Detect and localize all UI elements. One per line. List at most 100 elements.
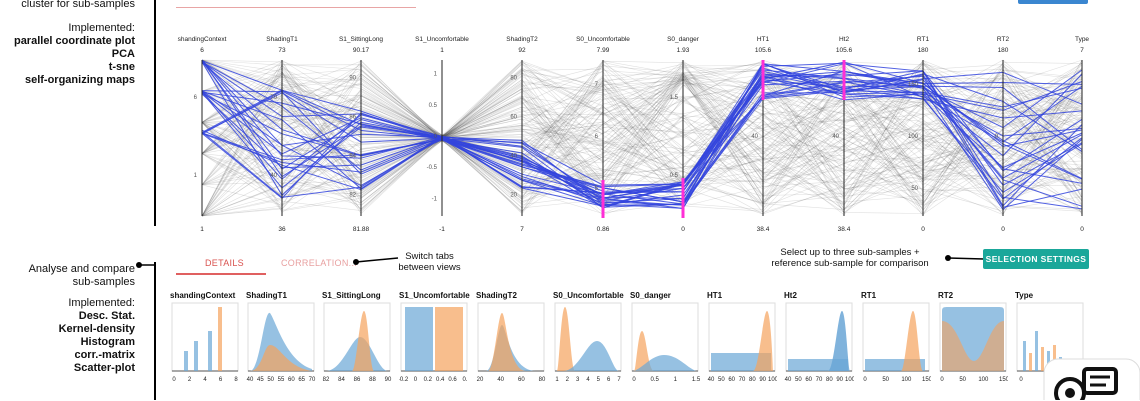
axis-max: 180 — [998, 47, 1009, 54]
density-tick: 0.2 — [424, 377, 433, 383]
density-card-title: RT1 — [861, 291, 877, 300]
axis-9[interactable]: RT1 180 0 150 100 50 — [908, 36, 929, 233]
density-tick: 7 — [617, 377, 621, 383]
density-card[interactable]: RT1 0 50 100 150 — [861, 291, 931, 401]
axis-min: 0 — [681, 226, 685, 233]
tab-correlation[interactable]: CORRELATION... — [281, 258, 358, 268]
density-tick: 2 — [566, 377, 570, 383]
density-card[interactable]: ShadingT2 20 40 60 80 — [476, 291, 546, 401]
density-tick: 40 — [785, 377, 792, 383]
density-card-title: S0_Uncomfortable — [553, 291, 624, 300]
density-tick: 60 — [728, 377, 735, 383]
density-card[interactable]: S1_SittingLong 82 84 86 88 90 — [322, 291, 392, 401]
density-card-title: ShadingT2 — [476, 291, 517, 300]
axis-tick: 90 — [349, 76, 356, 82]
density-tick: 82 — [323, 377, 330, 383]
brush-selection[interactable] — [601, 180, 605, 218]
density-tick: 1.5 — [692, 377, 700, 383]
density-card[interactable]: S1_Uncomfortable -0.2 0 0.20.40.6 0. — [399, 291, 470, 401]
axis-2[interactable]: S1_SittingLong 90.17 81.88 90 86 84 82 — [339, 36, 383, 233]
analyse-line2: sub-samples — [72, 276, 135, 288]
top-tab-underline — [176, 7, 416, 8]
density-card[interactable]: S0_Uncomfortable 1 2 3 4 5 6 7 — [553, 291, 624, 401]
density-plot: 20 40 60 80 — [477, 302, 546, 383]
density-tick: 90 — [385, 377, 392, 383]
axis-3[interactable]: S1_Uncomfortable 1 -1 1 0.5 0 -0.5 -1 — [415, 36, 469, 233]
density-card[interactable]: HT1 40 50 60 70 80 90 100 — [707, 291, 777, 401]
density-tick: 100 — [901, 377, 912, 383]
methods-list-top: parallel coordinate plot PCA t-sne self-… — [10, 35, 135, 87]
density-tick: 50 — [267, 377, 274, 383]
density-card-title: HT1 — [707, 291, 723, 300]
axis-min: 0.86 — [597, 226, 610, 233]
axis-4[interactable]: ShadingT2 92 7 80 60 40 20 — [506, 36, 538, 233]
density-card[interactable]: shandingContext 0 2 4 6 8 — [170, 291, 240, 401]
density-card[interactable]: ShadingT1 40 45 50 55 60 65 70 — [246, 291, 316, 401]
density-card[interactable]: Ht2 40 50 60 70 80 90 100 — [784, 291, 854, 401]
density-tick: 55 — [278, 377, 285, 383]
density-card-title: S1_SittingLong — [322, 291, 381, 300]
axis-min: 38.4 — [757, 226, 770, 233]
density-tick: 6 — [219, 377, 223, 383]
density-tick: 40 — [708, 377, 715, 383]
axis-max: 73 — [278, 47, 286, 54]
axis-tick: 84 — [349, 154, 356, 160]
select-note-line2: reference sub-sample for comparison — [771, 258, 929, 269]
axis-name: RT2 — [997, 36, 1010, 43]
axis-1[interactable]: ShadingT1 73 36 70 40 — [266, 36, 298, 233]
axis-tick: -1 — [432, 196, 438, 202]
method-tsne: t-sne — [108, 61, 135, 73]
axis-min: 0 — [1080, 226, 1084, 233]
axis-min: 0 — [921, 226, 925, 233]
density-card-title: S0_danger — [630, 291, 671, 300]
density-tick: 50 — [959, 377, 966, 383]
axis-0[interactable]: shandingContext 6 1 6 1 — [178, 36, 227, 233]
axis-max: 105.6 — [836, 47, 853, 54]
tab-details[interactable]: DETAILS — [205, 258, 244, 268]
axis-name: shandingContext — [178, 36, 227, 43]
density-plot: 40 50 60 70 80 90 100 — [708, 302, 777, 383]
density-card-title: Ht2 — [784, 291, 797, 300]
axis-11[interactable]: Type 7 0 — [1075, 36, 1089, 233]
axis-name: ShadingT1 — [266, 36, 298, 43]
axis-tick: 100 — [908, 134, 919, 140]
axis-tick: 150 — [908, 82, 919, 88]
axis-max: 92 — [518, 47, 526, 54]
brush-selection[interactable] — [761, 60, 765, 100]
axis-name: HT1 — [757, 36, 770, 43]
method-som: self-organizing maps — [24, 74, 135, 86]
left-bracket-bottom — [154, 262, 156, 400]
density-tick: 84 — [338, 377, 345, 383]
selection-pointer — [945, 255, 985, 261]
selection-settings-button[interactable]: SELECTION SETTINGS — [983, 249, 1089, 269]
brush-selection[interactable] — [681, 178, 685, 218]
density-tick: 100 — [845, 377, 854, 383]
axis-tick: 70 — [270, 95, 277, 101]
brush-selection[interactable] — [842, 60, 846, 100]
implemented-label-top: Implemented: — [68, 22, 135, 34]
density-plot: 40 45 50 55 60 65 70 — [247, 302, 316, 383]
top-right-button[interactable] — [1018, 0, 1088, 4]
switch-note-line1: Switch tabs — [405, 251, 454, 262]
axis-tick: 40 — [751, 134, 758, 140]
method-desc-stat: Desc. Stat. — [78, 310, 135, 322]
density-tick: 5 — [597, 377, 601, 383]
axis-tick: 20 — [510, 193, 517, 199]
axis-tick: 0.5 — [429, 103, 438, 109]
axis-10[interactable]: RT2 180 0 0 — [995, 36, 1010, 233]
density-tick: 1 — [555, 377, 559, 383]
axis-min: 38.4 — [838, 226, 851, 233]
density-card[interactable]: RT2 0 50 100 150 — [938, 291, 1008, 401]
tab-details-underline — [176, 273, 266, 275]
axis-tick: 0.5 — [670, 173, 679, 179]
density-tick: 100 — [978, 377, 989, 383]
axis-name: S1_SittingLong — [339, 36, 383, 43]
axis-tick: 6 — [194, 95, 198, 101]
density-tick: 86 — [354, 377, 361, 383]
density-tick: 70 — [309, 377, 316, 383]
density-tick: 0 — [632, 377, 636, 383]
density-tick: 88 — [369, 377, 376, 383]
parallel-coordinates-plot[interactable]: shandingContext6161ShadingT173367040S1_S… — [160, 30, 1100, 240]
density-card[interactable]: S0_danger 0 0.5 1 1.5 — [630, 291, 700, 401]
density-tick: 70 — [739, 377, 746, 383]
